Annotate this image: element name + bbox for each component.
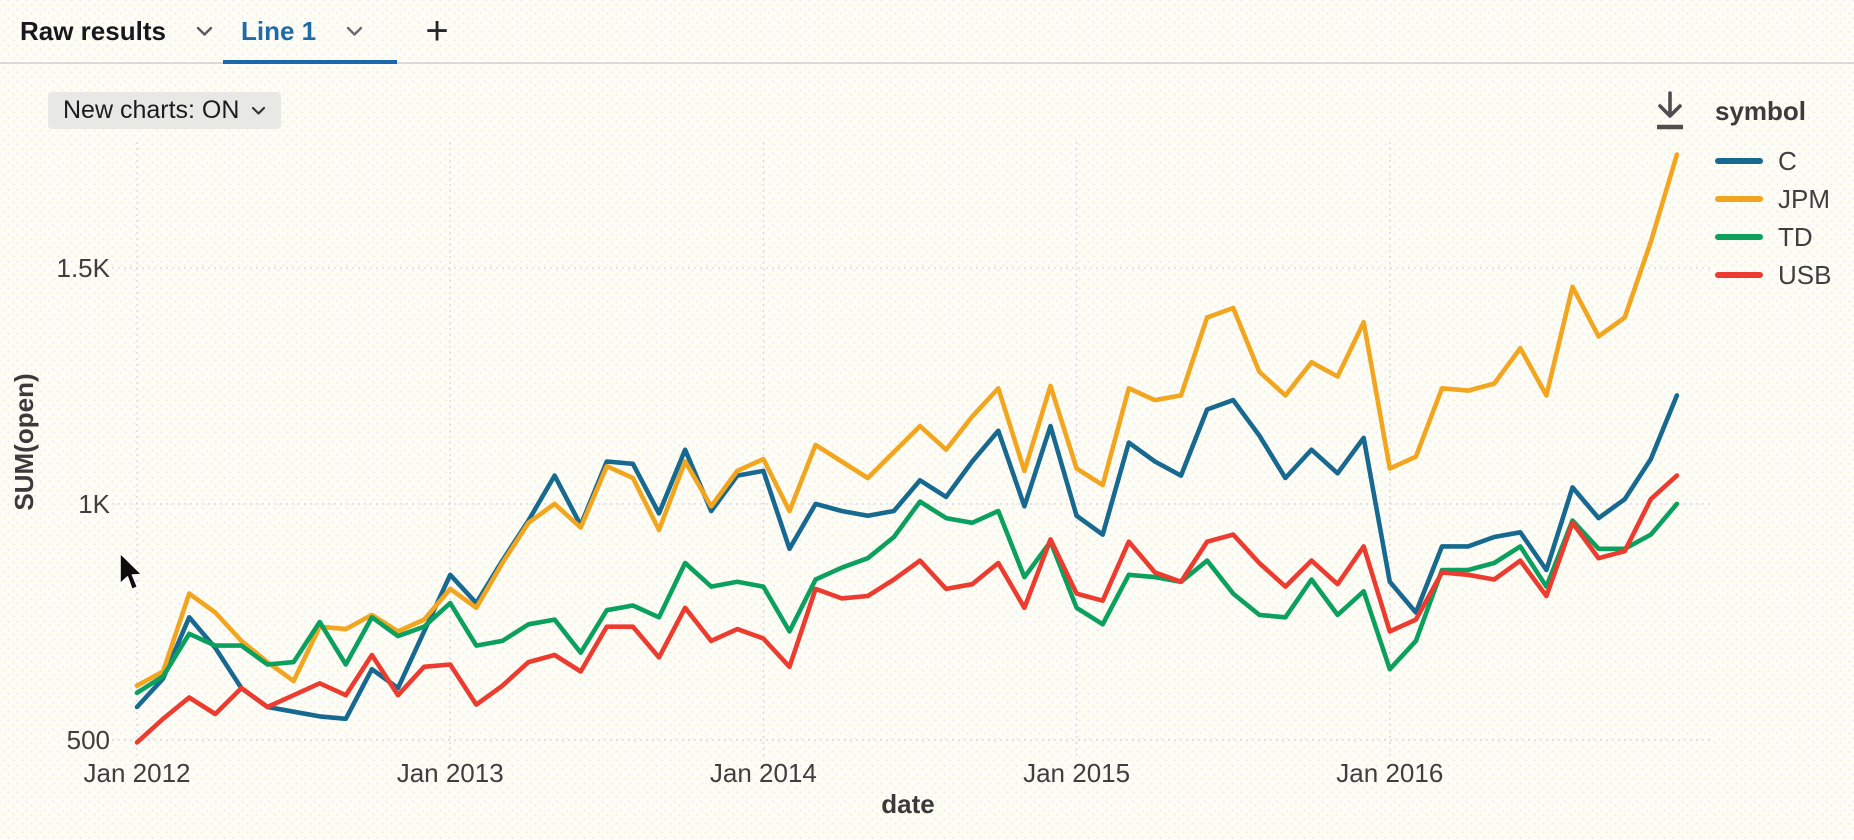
add-chart-tab-button[interactable]: +	[425, 8, 449, 53]
legend-swatch-icon	[1715, 196, 1763, 202]
chart-legend: symbol C JPM TD USB	[1715, 98, 1831, 288]
legend-item-label: USB	[1778, 260, 1832, 290]
legend-item-label: C	[1778, 146, 1797, 176]
x-tick-label: Jan 2016	[1336, 758, 1443, 788]
series-line-USB[interactable]	[134, 473, 1680, 745]
legend-item-C: C	[1715, 148, 1831, 174]
legend-swatch-icon	[1715, 158, 1763, 164]
new-charts-toggle[interactable]: New charts: ON	[48, 92, 282, 129]
legend-item-label: TD	[1778, 222, 1813, 252]
legend-item-label: JPM	[1778, 184, 1830, 214]
legend-title: symbol	[1715, 96, 1807, 126]
y-tick-label: 1.5K	[57, 253, 111, 283]
legend-item-JPM: JPM	[1715, 186, 1831, 212]
active-tab-underline	[223, 60, 397, 64]
legend-swatch-icon	[1715, 234, 1763, 240]
x-tick-label: Jan 2015	[1023, 758, 1130, 788]
series-lines	[134, 152, 1680, 745]
x-tick-label: Jan 2012	[84, 758, 191, 788]
tab-raw-results[interactable]: Raw results	[20, 0, 213, 62]
x-tick-label: Jan 2013	[397, 758, 504, 788]
chevron-down-icon[interactable]	[346, 26, 363, 37]
tab-line-1[interactable]: Line 1	[223, 0, 397, 64]
y-tick-labels: 500 1K 1.5K	[57, 253, 111, 755]
legend-swatch-icon	[1715, 272, 1763, 278]
new-charts-toggle-label: New charts: ON	[63, 96, 240, 124]
legend-item-USB: USB	[1715, 262, 1831, 288]
y-tick-label: 1K	[78, 489, 110, 519]
series-line-JPM[interactable]	[134, 152, 1680, 689]
chart-panel: New charts: ON symbol C JPM TD USB	[0, 64, 1854, 840]
x-tick-labels: Jan 2012 Jan 2013 Jan 2014 Jan 2015 Jan 2016	[84, 758, 1444, 788]
y-axis-title: SUM(open)	[9, 373, 39, 510]
chevron-down-icon	[252, 106, 266, 115]
legend-item-TD: TD	[1715, 224, 1831, 250]
gridlines	[112, 142, 1714, 757]
tab-bar: Raw results Line 1 +	[0, 0, 1854, 64]
x-tick-label: Jan 2014	[710, 758, 817, 788]
legend-items: C JPM TD USB	[1715, 136, 1831, 288]
series-line-C[interactable]	[134, 393, 1680, 722]
chevron-down-icon[interactable]	[196, 26, 213, 37]
series-line-TD[interactable]	[134, 499, 1680, 696]
download-icon	[1657, 91, 1683, 130]
x-axis-title: date	[881, 789, 934, 819]
y-tick-label: 500	[67, 725, 110, 755]
download-chart-button[interactable]	[1648, 88, 1692, 136]
tab-raw-results-label: Raw results	[20, 15, 166, 46]
tab-line-1-label: Line 1	[241, 15, 317, 46]
